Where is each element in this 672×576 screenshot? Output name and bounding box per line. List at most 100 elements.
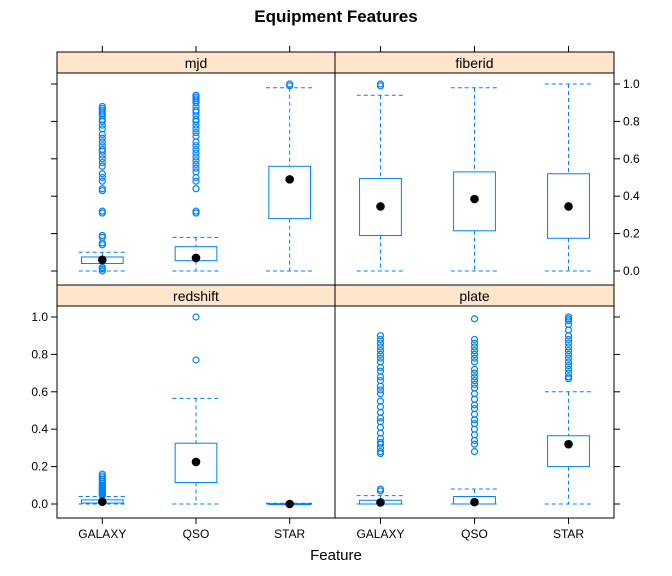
outlier-point <box>564 375 573 383</box>
outlier-point <box>564 332 573 340</box>
outlier-point <box>376 487 385 495</box>
outlier-point <box>470 401 479 409</box>
x-tick-label: STAR <box>553 527 584 541</box>
outlier-point <box>98 130 106 139</box>
outlier-point <box>98 267 106 275</box>
outlier-point <box>98 155 106 163</box>
outlier-point <box>470 347 479 355</box>
strip-label-fiberid: fiberid <box>455 55 493 71</box>
outlier-point <box>98 121 106 129</box>
x-tick-label: QSO <box>461 527 488 541</box>
outlier-point <box>564 335 573 344</box>
outlier-point <box>564 339 573 347</box>
outlier-point <box>564 354 573 362</box>
y-tick-label: 0.2 <box>31 460 48 474</box>
x-tick-label: GALAXY <box>356 527 404 541</box>
outlier-point <box>470 440 479 448</box>
outlier-point <box>98 241 106 249</box>
x-axis-label: Feature <box>310 547 362 564</box>
outlier-point <box>470 416 479 424</box>
outlier-point <box>192 173 200 182</box>
median-dot <box>98 497 107 507</box>
outlier-point <box>192 125 200 133</box>
outlier-point <box>376 440 385 448</box>
outlier-point <box>376 350 385 358</box>
box-plate-STAR <box>547 435 590 468</box>
outlier-point <box>376 335 385 344</box>
outlier-point <box>376 363 385 372</box>
outlier-point <box>192 153 200 161</box>
outlier-point <box>564 317 573 325</box>
outlier-point <box>98 170 106 178</box>
outlier-point <box>192 209 200 217</box>
y-tick-label: 0.0 <box>623 264 640 278</box>
outlier-point <box>376 390 385 398</box>
y-tick-label: 0.4 <box>623 189 640 203</box>
outlier-point <box>470 380 479 388</box>
outlier-point <box>376 82 385 90</box>
outlier-point <box>98 162 106 170</box>
chart-title: Equipment Features <box>254 7 417 26</box>
outlier-point <box>98 209 106 217</box>
outlier-point <box>470 358 479 366</box>
outlier-point <box>192 149 200 157</box>
median-dot <box>564 439 573 449</box>
outlier-point <box>192 164 200 172</box>
outlier-point <box>470 354 479 362</box>
y-tick-label: 0.6 <box>623 152 640 166</box>
y-tick-label: 0.8 <box>623 114 640 128</box>
median-dot <box>470 497 479 507</box>
outlier-point <box>192 157 200 165</box>
median-dot <box>376 202 385 211</box>
outlier-point <box>192 117 200 126</box>
y-tick-label: 1.0 <box>623 77 640 91</box>
panels-group: mjd fiberid 0.0 0.2 0.4 0.6 0.8 1.0 redshift 0.0 0… <box>31 46 640 541</box>
outlier-point <box>192 177 200 185</box>
y-tick-label: 0.0 <box>31 497 48 511</box>
x-tick-label: QSO <box>183 527 210 541</box>
outlier-point <box>470 365 479 373</box>
outlier-point <box>98 186 106 195</box>
outlier-point <box>98 117 106 126</box>
median-dot <box>285 175 294 184</box>
outlier-point <box>470 376 479 385</box>
outlier-point <box>192 138 200 146</box>
strip-label-mjd: mjd <box>185 55 208 71</box>
median-dot <box>285 499 294 509</box>
outlier-point <box>98 177 106 185</box>
outlier-point <box>376 332 385 340</box>
x-tick-label: GALAXY <box>78 527 126 541</box>
outlier-point <box>470 436 479 445</box>
outlier-point <box>192 129 200 137</box>
outlier-point <box>192 142 200 150</box>
outlier-point <box>376 414 385 422</box>
outlier-point <box>376 386 385 394</box>
outlier-point <box>98 151 106 159</box>
y-tick-label: 0.4 <box>31 422 48 436</box>
outlier-point <box>376 343 385 351</box>
outlier-point <box>98 173 106 182</box>
box-mjd-STAR <box>268 165 312 220</box>
outlier-point <box>376 373 385 381</box>
outlier-point <box>564 347 573 355</box>
outlier-point <box>564 365 573 373</box>
median-dot <box>564 202 573 211</box>
outlier-point <box>98 134 106 142</box>
outlier-point <box>376 347 385 355</box>
outlier-point <box>192 145 200 154</box>
outlier-point <box>192 121 200 129</box>
outlier-point <box>192 313 200 321</box>
outlier-point <box>376 382 385 390</box>
median-dot <box>98 255 107 265</box>
outlier-point <box>470 373 479 381</box>
outlier-point <box>564 358 573 366</box>
outlier-point <box>470 315 479 323</box>
median-dot <box>191 253 201 263</box>
strip-label-redshift: redshift <box>173 288 219 304</box>
outlier-point <box>470 350 479 358</box>
outlier-point <box>470 335 479 344</box>
outlier-point <box>470 339 479 347</box>
y-tick-label: 0.2 <box>623 227 640 241</box>
outlier-point <box>192 356 200 364</box>
